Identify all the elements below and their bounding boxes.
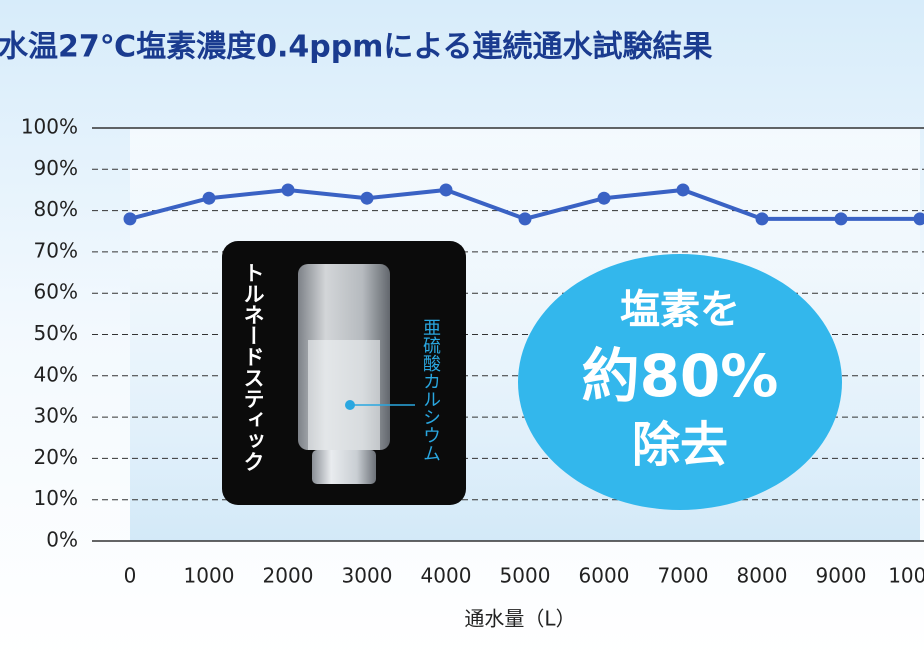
x-tick-label: 1000 (184, 564, 235, 588)
badge: 塩素を 約80% 除去 (518, 254, 842, 510)
data-point (518, 212, 532, 226)
data-point (281, 183, 295, 197)
badge-line: 約80% (582, 342, 779, 410)
data-point (676, 183, 690, 197)
x-tick-label: 0 (124, 564, 137, 588)
y-tick-label: 70% (34, 238, 78, 262)
pointer-dot (345, 400, 355, 410)
x-tick-label: 4000 (421, 564, 472, 588)
x-tick-label: 3000 (342, 564, 393, 588)
x-tick-label: 8000 (737, 564, 788, 588)
x-tick-label: 6000 (579, 564, 630, 588)
x-tick-label: 9000 (816, 564, 867, 588)
data-point (755, 212, 769, 226)
x-tick-label: 10000 (888, 564, 924, 588)
x-tick-label: 7000 (658, 564, 709, 588)
product-inset: トルネードスティック 亜硫酸カルシウム (222, 241, 466, 505)
x-axis-label: 通水量（L） (464, 607, 575, 631)
chart-title: 水温27℃塩素濃度0.4ppmによる連続通水試験結果 (0, 30, 713, 65)
product-cap (312, 450, 376, 484)
x-tick-label: 5000 (500, 564, 551, 588)
y-tick-label: 50% (34, 321, 78, 345)
product-fill (308, 340, 380, 450)
data-point (597, 191, 611, 205)
material-label: 亜硫酸カルシウム (420, 318, 441, 462)
y-tick-label: 80% (34, 197, 78, 221)
data-point (202, 191, 216, 205)
y-tick-label: 20% (34, 445, 78, 469)
data-point (123, 212, 137, 226)
data-point (834, 212, 848, 226)
y-tick-label: 100% (21, 115, 78, 139)
badge-circle (518, 254, 842, 510)
y-tick-label: 90% (34, 156, 78, 180)
data-point (439, 183, 453, 197)
data-point (360, 191, 374, 205)
badge-line: 除去 (632, 417, 728, 473)
y-tick-label: 10% (34, 486, 78, 510)
y-tick-label: 40% (34, 362, 78, 386)
y-tick-label: 0% (46, 528, 78, 552)
badge-line: 塩素を (620, 287, 740, 333)
data-point (913, 212, 924, 226)
y-tick-label: 60% (34, 280, 78, 304)
x-tick-label: 2000 (263, 564, 314, 588)
product-name: トルネードスティック (241, 262, 265, 472)
y-tick-label: 30% (34, 404, 78, 428)
